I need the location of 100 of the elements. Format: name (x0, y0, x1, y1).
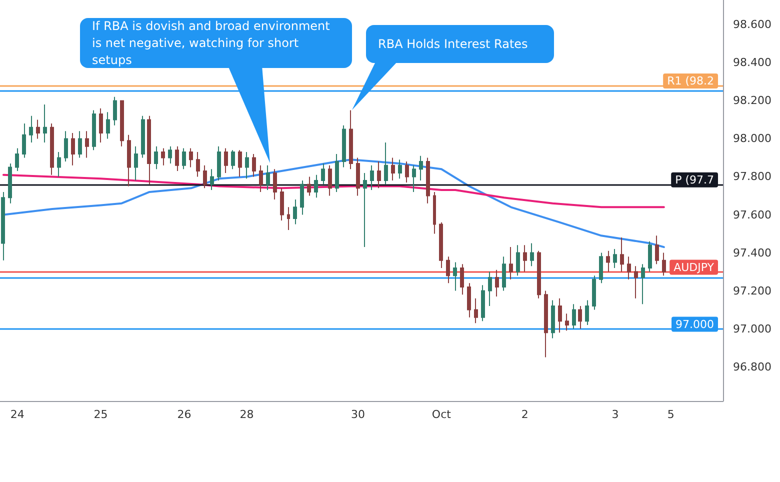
y-tick-label: 96.800 (733, 360, 772, 374)
candlestick (384, 142, 388, 185)
candlestick (120, 100, 124, 147)
candlestick (342, 124, 346, 168)
candlestick (293, 199, 297, 225)
candlestick (578, 305, 582, 330)
candlestick (620, 237, 624, 272)
candlestick (273, 168, 277, 200)
candlestick (606, 250, 610, 272)
candlestick (127, 134, 131, 187)
candlestick (488, 271, 492, 306)
candlestick (92, 110, 96, 151)
candlestick (502, 256, 506, 292)
candlestick (196, 152, 200, 178)
x-tick-label: 2 (521, 408, 528, 421)
candlestick (321, 162, 325, 185)
candlestick (147, 115, 151, 185)
candlestick (585, 300, 589, 326)
candlestick (565, 313, 569, 332)
x-tick-label: 28 (240, 408, 254, 421)
x-tick-label: 24 (10, 408, 24, 421)
candlestick (558, 298, 562, 334)
candlestick (398, 159, 402, 180)
candlestick (481, 284, 485, 322)
candlestick (363, 172, 367, 248)
candlestick (523, 244, 527, 272)
candlestick (426, 157, 430, 204)
x-tick-label: 5 (667, 408, 674, 421)
candlestick (648, 240, 652, 272)
candlestick (43, 104, 47, 144)
candlestick (1, 191, 5, 261)
y-tick-label: 97.200 (733, 284, 772, 298)
line-series (2, 158, 665, 248)
candlestick (377, 161, 381, 189)
candlestick (537, 250, 541, 299)
candlestick (287, 206, 290, 230)
candlestick (224, 148, 228, 174)
candlestick (161, 148, 165, 166)
x-tick-label: 25 (94, 408, 108, 421)
y-tick-label: 97.400 (733, 246, 772, 260)
candlestick (412, 164, 416, 192)
y-tick-label: 97.800 (733, 170, 772, 184)
candlestick (231, 150, 235, 170)
ref-line-label: AUDJPY (674, 260, 714, 274)
candlestick (467, 282, 471, 318)
candlestick (613, 248, 617, 268)
candlestick (29, 115, 33, 144)
candlestick (266, 164, 270, 191)
candlestick (106, 112, 110, 140)
candlestick (530, 242, 534, 267)
candlestick (252, 153, 256, 178)
candlestick (71, 132, 75, 166)
x-tick-label: 26 (177, 408, 192, 421)
y-tick-label: 98.200 (733, 94, 772, 108)
candlestick (15, 148, 19, 172)
candlestick (217, 146, 221, 182)
candlestick (57, 152, 61, 178)
candlestick (509, 246, 513, 280)
y-tick-label: 98.000 (733, 132, 772, 146)
candlestick (634, 266, 638, 299)
ref-line-label: P (97.7 (675, 173, 714, 186)
speech-bubble: RBA Holds Interest Rates (352, 25, 554, 110)
y-tick-label: 97.000 (733, 322, 772, 336)
candlestick (439, 222, 443, 268)
candlestick (572, 304, 576, 330)
candlestick (36, 119, 40, 140)
candlestick (662, 252, 666, 276)
candlestick (210, 168, 214, 191)
candlestick (8, 162, 12, 204)
y-tick-label: 98.600 (733, 18, 772, 32)
candlestick (300, 180, 304, 216)
candlestick (175, 146, 179, 172)
candlestick (655, 235, 659, 265)
candlestick (349, 110, 353, 170)
candlestick (599, 252, 603, 284)
candlestick (182, 148, 186, 170)
ref-line-label: R1 (98.2 (667, 74, 714, 88)
candlestick (516, 244, 520, 276)
line-series (2, 174, 665, 208)
candlestick (627, 256, 631, 280)
annotation: RBA Holds Interest Rates (378, 36, 529, 52)
candlestick (592, 275, 596, 310)
candlestick (245, 152, 249, 180)
candlestick (259, 164, 263, 192)
candlestick (433, 191, 436, 234)
candlestick (203, 164, 207, 189)
candlestick (460, 264, 464, 296)
candlestick (328, 164, 332, 196)
annotation: If RBA is dovish and broad environment is net negative, watching for short setups (92, 18, 331, 68)
ref-line-label: 97.000 (676, 318, 714, 331)
candlestick (453, 262, 457, 292)
y-tick-label: 98.400 (733, 56, 772, 70)
candlestick (335, 153, 339, 192)
candlestick (85, 130, 89, 158)
candlestick (641, 264, 645, 305)
candlestick (189, 148, 193, 168)
candlestick (22, 123, 26, 158)
candlestick (356, 157, 360, 196)
y-tick-label: 97.600 (733, 208, 772, 222)
candlestick (544, 290, 548, 358)
